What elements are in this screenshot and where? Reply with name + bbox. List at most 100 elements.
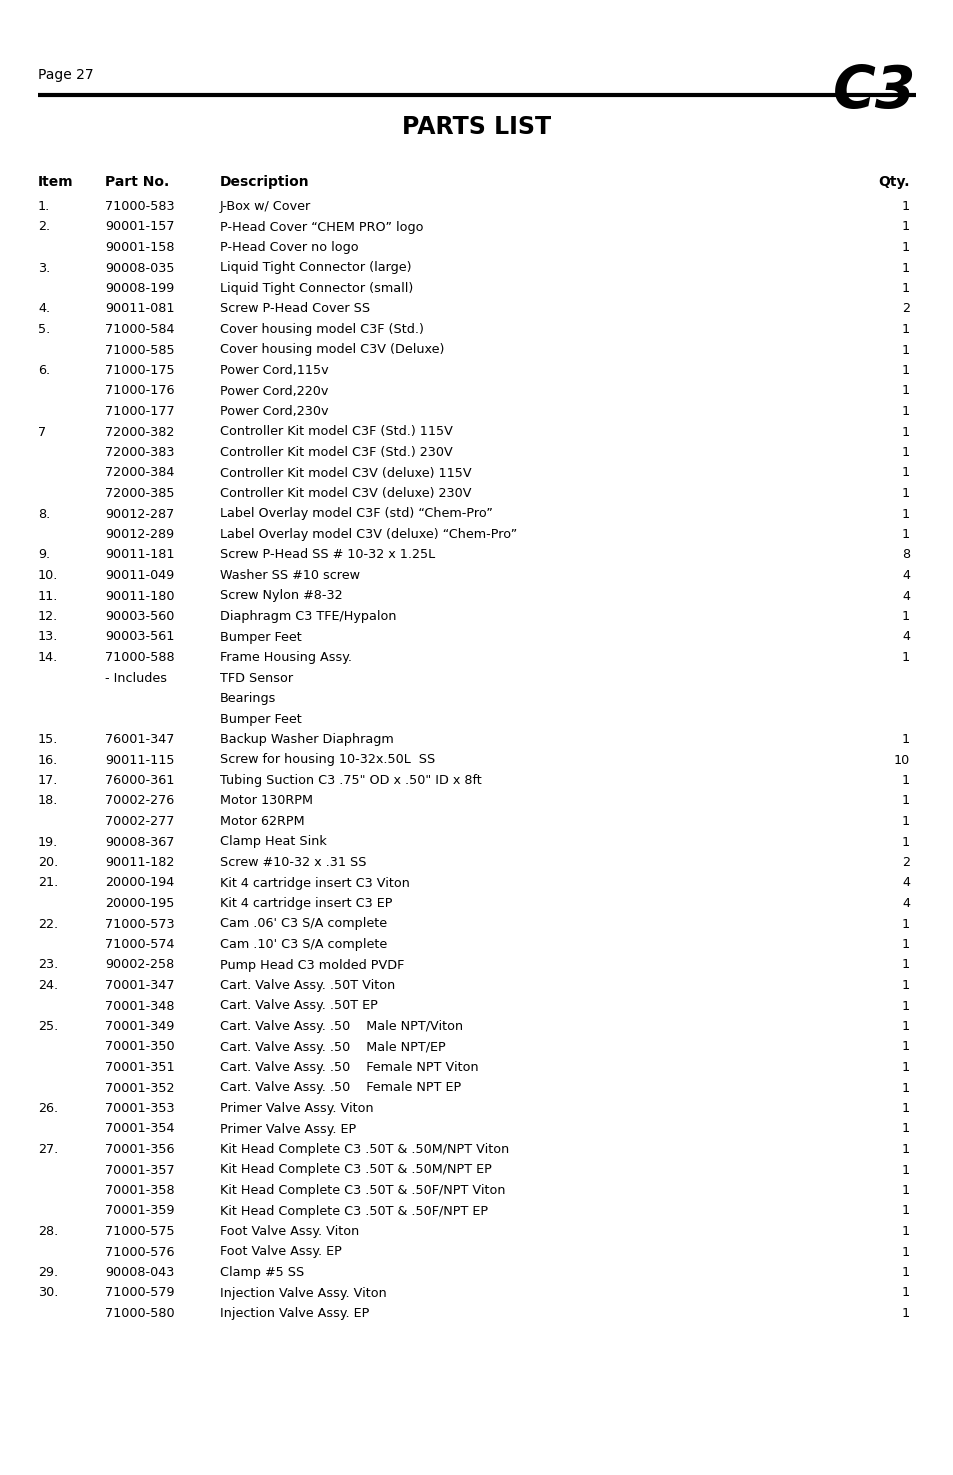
Text: 1: 1 [901, 406, 909, 417]
Text: 14.: 14. [38, 650, 58, 664]
Text: 1: 1 [901, 487, 909, 500]
Text: 1: 1 [901, 795, 909, 807]
Text: Page 27: Page 27 [38, 68, 93, 83]
Text: 27.: 27. [38, 1143, 58, 1156]
Text: 90008-367: 90008-367 [105, 835, 174, 848]
Text: 16.: 16. [38, 754, 58, 767]
Text: Diaphragm C3 TFE/Hypalon: Diaphragm C3 TFE/Hypalon [220, 611, 396, 622]
Text: 1: 1 [901, 1000, 909, 1012]
Text: 1: 1 [901, 344, 909, 357]
Text: 72000-385: 72000-385 [105, 487, 174, 500]
Text: Description: Description [220, 176, 310, 189]
Text: 90002-258: 90002-258 [105, 959, 174, 972]
Text: Pump Head C3 molded PVDF: Pump Head C3 molded PVDF [220, 959, 404, 972]
Text: 90011-081: 90011-081 [105, 302, 174, 316]
Text: 8.: 8. [38, 507, 51, 521]
Text: 71000-575: 71000-575 [105, 1226, 174, 1238]
Text: 70001-351: 70001-351 [105, 1061, 174, 1074]
Text: Label Overlay model C3V (deluxe) “Chem-Pro”: Label Overlay model C3V (deluxe) “Chem-P… [220, 528, 517, 541]
Text: 90011-049: 90011-049 [105, 569, 174, 583]
Text: Cart. Valve Assy. .50    Female NPT Viton: Cart. Valve Assy. .50 Female NPT Viton [220, 1061, 478, 1074]
Text: 1: 1 [901, 1307, 909, 1320]
Text: 1: 1 [901, 261, 909, 274]
Text: Bumper Feet: Bumper Feet [220, 712, 301, 726]
Text: 1: 1 [901, 385, 909, 397]
Text: 1: 1 [901, 528, 909, 541]
Text: 71000-175: 71000-175 [105, 364, 174, 378]
Text: 1: 1 [901, 1226, 909, 1238]
Text: Screw P-Head SS # 10-32 x 1.25L: Screw P-Head SS # 10-32 x 1.25L [220, 549, 435, 562]
Text: 70001-354: 70001-354 [105, 1122, 174, 1136]
Text: 70002-277: 70002-277 [105, 816, 174, 827]
Text: Kit Head Complete C3 .50T & .50F/NPT EP: Kit Head Complete C3 .50T & .50F/NPT EP [220, 1205, 488, 1217]
Text: 90008-043: 90008-043 [105, 1266, 174, 1279]
Text: 1: 1 [901, 1143, 909, 1156]
Text: Cam .06' C3 S/A complete: Cam .06' C3 S/A complete [220, 917, 387, 931]
Text: 1: 1 [901, 1245, 909, 1258]
Text: Screw for housing 10-32x.50L  SS: Screw for housing 10-32x.50L SS [220, 754, 435, 767]
Text: 71000-579: 71000-579 [105, 1286, 174, 1299]
Text: 1: 1 [901, 240, 909, 254]
Text: 26.: 26. [38, 1102, 58, 1115]
Text: 1: 1 [901, 1061, 909, 1074]
Text: 4: 4 [901, 590, 909, 602]
Text: 1: 1 [901, 650, 909, 664]
Text: 71000-177: 71000-177 [105, 406, 174, 417]
Text: Cart. Valve Assy. .50T EP: Cart. Valve Assy. .50T EP [220, 1000, 377, 1012]
Text: 1: 1 [901, 733, 909, 746]
Text: 1: 1 [901, 938, 909, 951]
Text: Backup Washer Diaphragm: Backup Washer Diaphragm [220, 733, 394, 746]
Text: 1: 1 [901, 1184, 909, 1198]
Text: Cover housing model C3F (Std.): Cover housing model C3F (Std.) [220, 323, 423, 336]
Text: Power Cord,220v: Power Cord,220v [220, 385, 328, 397]
Text: 1: 1 [901, 611, 909, 622]
Text: Controller Kit model C3F (Std.) 230V: Controller Kit model C3F (Std.) 230V [220, 445, 453, 459]
Text: 4: 4 [901, 876, 909, 889]
Text: 1: 1 [901, 1102, 909, 1115]
Text: Liquid Tight Connector (small): Liquid Tight Connector (small) [220, 282, 413, 295]
Text: 70001-349: 70001-349 [105, 1021, 174, 1032]
Text: 15.: 15. [38, 733, 58, 746]
Text: 70001-348: 70001-348 [105, 1000, 174, 1012]
Text: P-Head Cover “CHEM PRO” logo: P-Head Cover “CHEM PRO” logo [220, 220, 423, 233]
Text: 1.: 1. [38, 201, 51, 212]
Text: 70001-347: 70001-347 [105, 979, 174, 993]
Text: Cart. Valve Assy. .50T Viton: Cart. Valve Assy. .50T Viton [220, 979, 395, 993]
Text: 90011-182: 90011-182 [105, 855, 174, 869]
Text: 10.: 10. [38, 569, 58, 583]
Text: 1: 1 [901, 979, 909, 993]
Text: Clamp Heat Sink: Clamp Heat Sink [220, 835, 327, 848]
Text: Controller Kit model C3V (deluxe) 115V: Controller Kit model C3V (deluxe) 115V [220, 466, 471, 479]
Text: 1: 1 [901, 507, 909, 521]
Text: 29.: 29. [38, 1266, 58, 1279]
Text: PARTS LIST: PARTS LIST [402, 115, 551, 139]
Text: 70001-356: 70001-356 [105, 1143, 174, 1156]
Text: Part No.: Part No. [105, 176, 169, 189]
Text: 90008-035: 90008-035 [105, 261, 174, 274]
Text: 1: 1 [901, 466, 909, 479]
Text: 2: 2 [901, 302, 909, 316]
Text: Cart. Valve Assy. .50    Male NPT/Viton: Cart. Valve Assy. .50 Male NPT/Viton [220, 1021, 462, 1032]
Text: Motor 130RPM: Motor 130RPM [220, 795, 313, 807]
Text: 71000-588: 71000-588 [105, 650, 174, 664]
Text: 70001-352: 70001-352 [105, 1081, 174, 1094]
Text: 72000-384: 72000-384 [105, 466, 174, 479]
Text: 71000-576: 71000-576 [105, 1245, 174, 1258]
Text: 24.: 24. [38, 979, 58, 993]
Text: 1: 1 [901, 1122, 909, 1136]
Text: 12.: 12. [38, 611, 58, 622]
Text: 23.: 23. [38, 959, 58, 972]
Text: 90001-158: 90001-158 [105, 240, 174, 254]
Text: 71000-580: 71000-580 [105, 1307, 174, 1320]
Text: 1: 1 [901, 959, 909, 972]
Text: 1: 1 [901, 323, 909, 336]
Text: 20000-194: 20000-194 [105, 876, 174, 889]
Text: 17.: 17. [38, 774, 58, 788]
Text: 8: 8 [901, 549, 909, 562]
Text: 5.: 5. [38, 323, 51, 336]
Text: 18.: 18. [38, 795, 58, 807]
Text: 1: 1 [901, 282, 909, 295]
Text: 1: 1 [901, 1205, 909, 1217]
Text: 3.: 3. [38, 261, 51, 274]
Text: 4: 4 [901, 569, 909, 583]
